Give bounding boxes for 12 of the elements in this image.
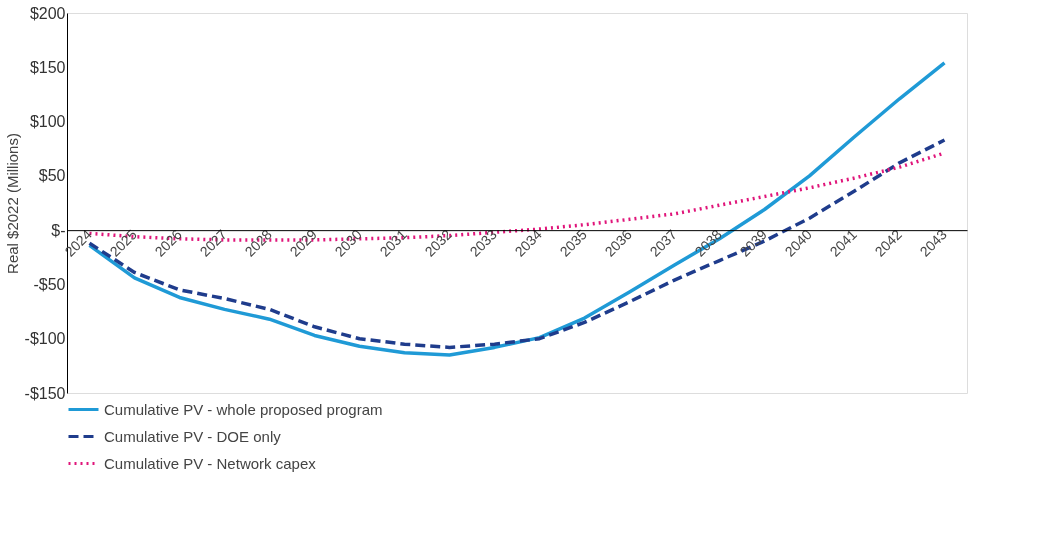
legend-label: Cumulative PV - Network capex [104,454,317,472]
y-tick-label: $200 [29,4,66,22]
y-tick-label: $- [51,221,66,239]
y-tick-label: $150 [29,58,66,76]
y-axis-title: Real $2022 (Millions) [3,133,21,274]
y-tick-label: $50 [38,167,66,185]
y-tick-label: $100 [29,113,66,131]
y-tick-label: -$50 [33,275,66,293]
legend-label: Cumulative PV - DOE only [104,427,282,445]
y-tick-label: -$100 [24,330,66,348]
y-tick-label: -$150 [24,384,66,402]
legend-label: Cumulative PV - whole proposed program [104,400,383,418]
